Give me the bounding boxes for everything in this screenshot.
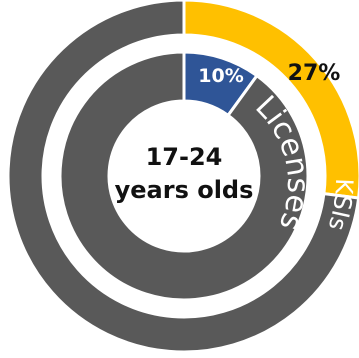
inner-ring-remainder-slice	[58, 50, 310, 302]
outer-highlight-data-label: 27%	[288, 61, 341, 86]
center-label-line-2: years olds	[115, 176, 254, 204]
inner-highlight-data-label: 10%	[198, 65, 243, 87]
slices	[6, 0, 359, 354]
center-label-line-1: 17-24	[146, 143, 223, 171]
outer-ring-remainder-slice	[6, 0, 359, 354]
